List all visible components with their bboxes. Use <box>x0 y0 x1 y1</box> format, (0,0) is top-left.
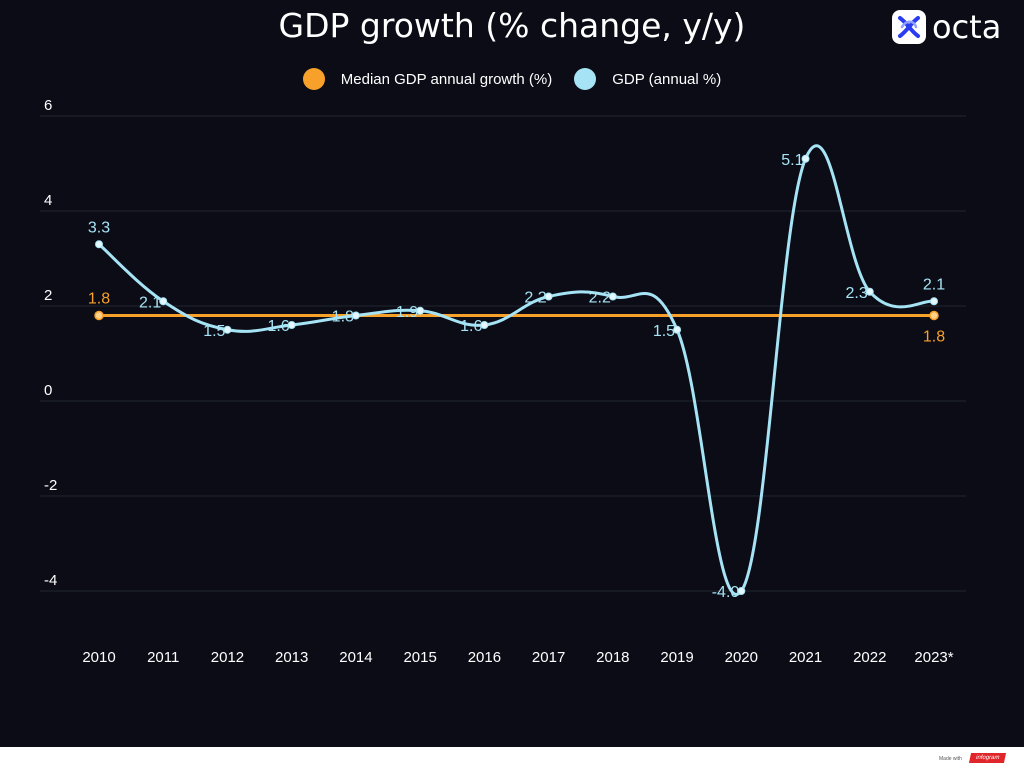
x-tick-label: 2023* <box>914 649 953 666</box>
median-point <box>929 310 939 321</box>
gdp-data-label: 2.1 <box>139 294 161 311</box>
gdp-line <box>98 144 935 596</box>
gdp-data-label: 1.6 <box>460 318 482 335</box>
gdp-point <box>416 306 425 315</box>
y-tick-label: -4 <box>44 572 57 589</box>
gdp-data-label: 1.8 <box>332 309 354 326</box>
median-point <box>94 310 104 321</box>
series-gdp: 3.3 2.1 1.5 1.6 1.8 1.9 1.6 2.2 2.2 1.5 -4.0 5.1 2.3… <box>88 144 945 601</box>
legend-item-gdp[interactable]: GDP (annual %) <box>574 68 721 90</box>
x-tick-label: 2020 <box>725 649 758 666</box>
x-tick-label: 2010 <box>82 649 115 666</box>
gdp-data-label: 3.3 <box>88 219 110 236</box>
x-tick-label: 2017 <box>532 649 565 666</box>
series-median: 1.8 1.8 <box>88 291 945 346</box>
y-axis: 6 4 2 0 -2 -4 <box>44 97 57 589</box>
x-tick-label: 2018 <box>596 649 629 666</box>
gdp-point <box>673 325 682 334</box>
chart-legend: Median GDP annual growth (%) GDP (annual… <box>0 68 1024 90</box>
footer: Made with infogram <box>0 747 1024 777</box>
brand-name: octa <box>932 8 1002 46</box>
gdp-point <box>480 321 489 329</box>
median-data-label: 1.8 <box>88 291 110 308</box>
octa-x-icon <box>892 10 926 44</box>
made-with-text: Made with <box>939 756 962 762</box>
gdp-point <box>801 154 810 163</box>
gdp-point <box>351 311 360 320</box>
legend-dot-gdp <box>574 68 597 90</box>
gdp-data-label: 2.2 <box>589 290 611 307</box>
y-tick-label: -2 <box>44 477 57 494</box>
x-tick-label: 2012 <box>211 649 244 666</box>
median-data-label: 1.8 <box>923 329 945 346</box>
gdp-point <box>930 297 938 306</box>
gdp-data-label: -4.0 <box>712 584 740 601</box>
legend-item-median[interactable]: Median GDP annual growth (%) <box>302 68 553 90</box>
gdp-data-label: 2.2 <box>524 290 546 307</box>
legend-label-median: Median GDP annual growth (%) <box>340 70 553 88</box>
x-tick-label: 2013 <box>275 649 308 666</box>
y-tick-label: 0 <box>44 382 52 399</box>
gdp-point <box>608 292 617 301</box>
chart-title: GDP growth (% change, y/y) <box>278 6 746 45</box>
gdp-point <box>865 287 874 296</box>
y-tick-label: 2 <box>44 287 52 304</box>
gdp-data-label: 1.5 <box>203 323 225 340</box>
gdp-point <box>95 240 103 249</box>
grid-lines <box>40 115 966 592</box>
x-tick-label: 2022 <box>853 649 886 666</box>
x-tick-label: 2019 <box>660 649 693 666</box>
gdp-point <box>544 292 553 301</box>
gdp-point <box>223 325 232 334</box>
gdp-point <box>737 587 746 595</box>
y-tick-label: 4 <box>44 192 52 209</box>
gdp-data-label: 1.9 <box>396 304 418 321</box>
x-tick-label: 2011 <box>147 649 179 666</box>
legend-label-gdp: GDP (annual %) <box>612 70 722 88</box>
x-axis: 2010 2011 2012 2013 2014 2015 2016 2017 2018 2019… <box>82 649 953 666</box>
gdp-data-label: 5.1 <box>781 152 803 169</box>
x-tick-label: 2016 <box>468 649 501 666</box>
infogram-badge[interactable]: infogram <box>968 753 1007 763</box>
chart-canvas: GDP growth (% change, y/y) octa Median G… <box>0 0 1024 747</box>
brand-logo: octa <box>892 10 1001 44</box>
gdp-data-label: 2.3 <box>846 285 868 302</box>
gdp-point <box>159 297 168 306</box>
y-tick-label: 6 <box>44 97 52 114</box>
gdp-data-label: 1.5 <box>653 323 675 340</box>
gdp-point <box>287 321 296 329</box>
legend-dot-median <box>302 68 325 90</box>
x-tick-label: 2021 <box>789 649 822 666</box>
gdp-data-label: 1.6 <box>267 318 289 335</box>
x-tick-label: 2014 <box>339 649 372 666</box>
gdp-data-label: 2.1 <box>923 276 945 293</box>
x-tick-label: 2015 <box>403 649 436 666</box>
